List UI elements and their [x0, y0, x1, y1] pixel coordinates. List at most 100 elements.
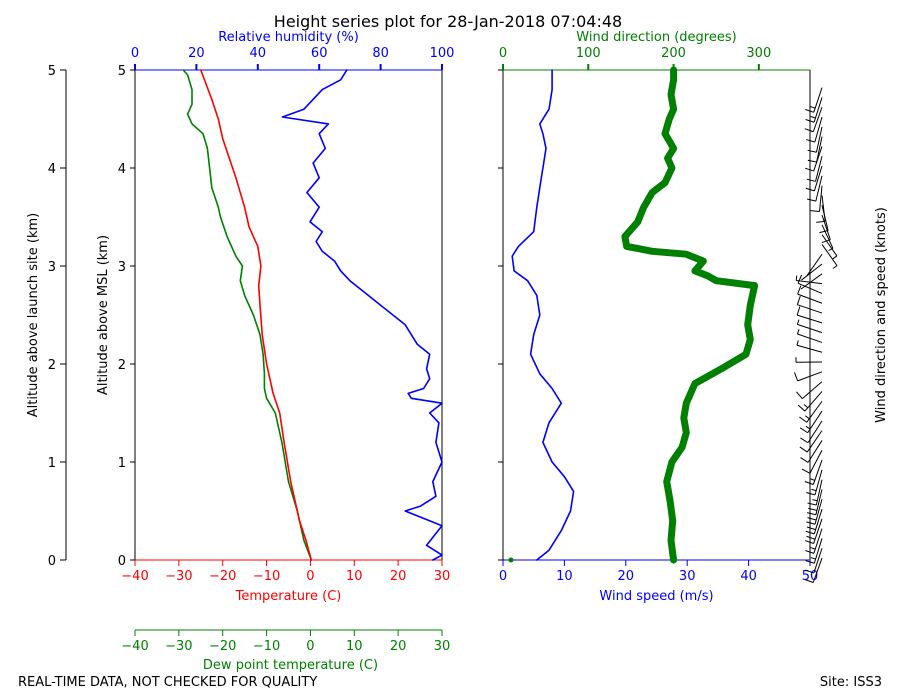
- wind-barb-feather: [807, 512, 817, 516]
- chart-title: Height series plot for 28-Jan-2018 07:04…: [274, 12, 622, 31]
- wind-barb-staff: [821, 214, 831, 240]
- wind-barb-staff: [812, 107, 823, 132]
- wind-direction-tick-label: 300: [746, 46, 771, 61]
- wind-barb-staff: [806, 400, 823, 423]
- wind-barb-feather: [804, 481, 814, 486]
- wind-barb-feather: [812, 499, 818, 502]
- temperature-tick-label: −20: [209, 569, 236, 584]
- temperature-tick-label: −30: [165, 569, 192, 584]
- wind-barb-feather: [799, 416, 808, 423]
- wind-barb-feather: [805, 108, 814, 113]
- wind-barb-staff: [819, 185, 823, 212]
- wind-speed-line: [511, 69, 575, 561]
- wind-barb-feather: [804, 540, 814, 544]
- wind-speed-tick-label: 20: [618, 569, 635, 584]
- wind-barb-staff: [813, 518, 823, 544]
- wind-barb-staff: [815, 156, 823, 182]
- dewpoint-tick-label: −30: [165, 639, 192, 654]
- wind-barb-staff: [797, 323, 823, 334]
- wind-barb-staff: [797, 333, 823, 343]
- wind-barb-feather: [806, 139, 815, 143]
- outer-y-tick-label: 3: [48, 260, 56, 275]
- wind-direction-line: [621, 66, 759, 564]
- wind-barb-feather: [800, 457, 809, 463]
- wind-barb-staff: [812, 459, 823, 485]
- wind-barb-staff: [812, 557, 823, 583]
- wind-barb-feather: [809, 478, 815, 481]
- wind-barb-staff: [796, 279, 823, 285]
- wind-barb-feather: [806, 521, 816, 525]
- outer-y-tick-label: 0: [48, 554, 56, 569]
- wind-barb-staff: [797, 371, 823, 382]
- wind-barb-feather: [807, 502, 817, 506]
- wind-barb-feather: [806, 526, 816, 531]
- wind-barb-feather: [805, 425, 811, 430]
- rh-tick-label: 0: [131, 46, 139, 61]
- wind-barb-staff: [816, 136, 823, 163]
- rh-tick-label: 20: [188, 46, 205, 61]
- wind-barb-feather: [811, 488, 817, 492]
- dewpoint-tick-label: 30: [434, 639, 451, 654]
- wind-direction-tick-label: 200: [661, 46, 686, 61]
- wind-barb-staff: [813, 146, 823, 172]
- wind-barb-staff: [821, 244, 838, 266]
- wind-barb-staff: [797, 293, 823, 304]
- rh-line: [281, 69, 443, 561]
- wind-barb-feather: [810, 106, 816, 109]
- rh-tick-label: 80: [372, 46, 389, 61]
- wind-barb-feather: [799, 427, 808, 434]
- wind-barb-feather: [796, 319, 800, 325]
- dewpoint-tick-label: −20: [209, 639, 236, 654]
- wind-barb-feather: [794, 372, 799, 382]
- y-tick-label: 0: [118, 554, 126, 569]
- temperature-tick-label: −40: [121, 569, 148, 584]
- rh-axis-label: Relative humidity (%): [218, 30, 359, 45]
- dewpoint-line: [182, 69, 313, 561]
- wind-barb-staff: [797, 282, 823, 294]
- wind-barb-staff: [813, 548, 823, 574]
- temperature-line: [200, 69, 313, 561]
- wind-barb-staff: [800, 273, 823, 290]
- wind-direction-tick-label: 100: [576, 46, 601, 61]
- wind-barb-feather: [797, 285, 802, 295]
- wind-direction-point: [508, 557, 514, 563]
- wind-barb-feather: [832, 255, 838, 260]
- wind-barb-staff: [806, 253, 823, 276]
- wind-speed-tick-label: 40: [740, 569, 757, 584]
- wind-barb-feather: [805, 560, 815, 564]
- thermo-panel: 0 0 1 1 2 2 3 3 4 4 5 5 Altitude above launch site (…: [26, 30, 454, 673]
- wind-barb-feather: [810, 116, 816, 119]
- wind-barb-staff: [813, 508, 823, 535]
- wind-barb-feather: [828, 247, 834, 251]
- temperature-tick-label: 10: [346, 569, 363, 584]
- wind-barb-feather: [806, 198, 816, 202]
- dewpoint-tick-label: −40: [121, 639, 148, 654]
- wind-barb-staff: [804, 391, 823, 412]
- y-tick-label: 4: [118, 162, 126, 177]
- wind-barb-staff: [821, 195, 826, 222]
- y-tick-label: 5: [118, 64, 126, 79]
- wind-barb-staff: [807, 410, 823, 434]
- rh-tick-label: 60: [311, 46, 328, 61]
- wind-barb-feather: [821, 239, 831, 244]
- wind-barb-feather: [810, 547, 816, 550]
- y-tick-label: 3: [118, 260, 126, 275]
- wind-barb-staff: [797, 314, 823, 324]
- dewpoint-tick-label: 20: [390, 639, 407, 654]
- wind-barb-feather: [810, 557, 816, 560]
- wind-barb-feather: [796, 306, 801, 316]
- wind-barbs: [794, 87, 838, 583]
- outer-y-tick-label: 4: [48, 162, 56, 177]
- wind-barb-feather: [810, 210, 820, 213]
- wind-barb-axis-label: Wind direction and speed (knots): [874, 207, 889, 423]
- wind-barb-feather: [808, 507, 818, 511]
- footer-quality-note: REAL-TIME DATA, NOT CHECKED FOR QUALITY: [18, 675, 317, 690]
- outer-y-tick-label: 1: [48, 456, 56, 471]
- wind-barb-feather: [805, 119, 815, 123]
- wind-barb-feather: [799, 446, 808, 453]
- wind-barb-feather: [819, 230, 829, 234]
- temperature-tick-label: 20: [390, 569, 407, 584]
- wind-barb-feather: [797, 274, 803, 284]
- dewpoint-axis-label: Dew point temperature (C): [203, 658, 378, 673]
